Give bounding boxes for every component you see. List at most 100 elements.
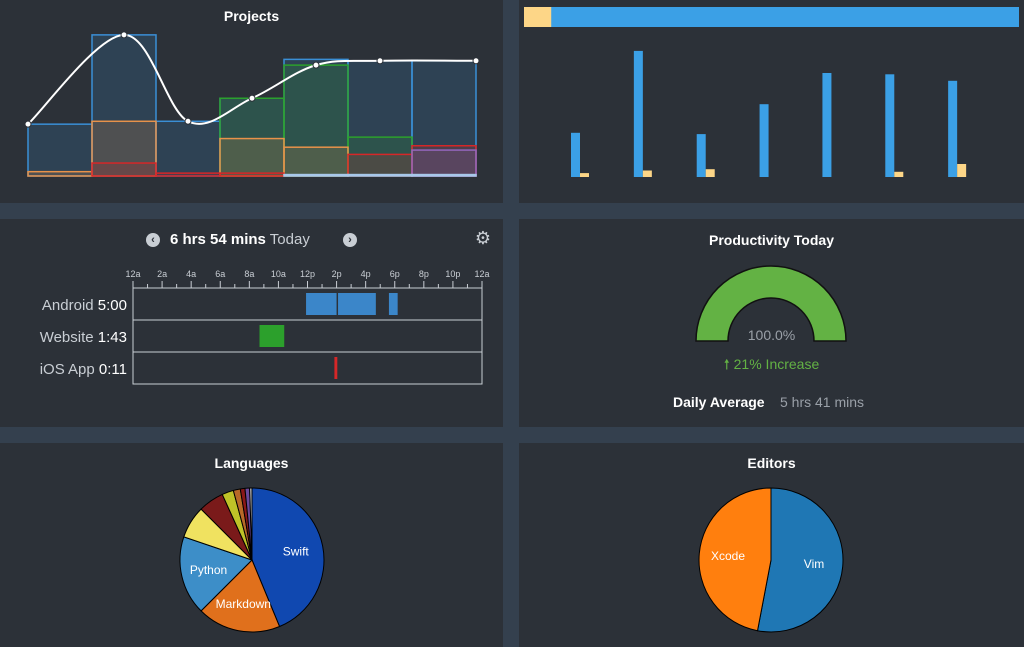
project-series [219,64,413,177]
total-point [24,120,32,128]
activity-bar [633,50,643,177]
activity-bar [957,164,967,177]
project-area-step [27,170,93,177]
timeline-panel: ‹ 6 hrs 54 mins Today › Android 5:00 Web… [0,219,503,427]
project-area-step [219,137,285,177]
project-area-step [91,162,157,177]
activity-span [334,357,338,379]
projects-title: Projects [223,8,280,24]
pie-slice [200,559,281,633]
hour-tick-label: 10a [271,269,286,279]
hour-tick-label: 4p [361,269,371,279]
time-day-label: Today [269,231,310,248]
change-text: 21% Increase [733,356,820,372]
hour-tick-label: 6p [390,269,400,279]
time-total: 6 hrs 54 mins Today [170,231,310,248]
hour-tick-label: 8p [419,269,429,279]
progress-bar-fill [524,7,552,27]
editors-pie: Vim Xcode [698,487,844,633]
activity-bar [885,74,895,177]
timeline-row-label: Android 5:00 [42,297,127,314]
activity-bar [571,132,580,177]
hour-tick-label: 4a [186,269,196,279]
activity-chart [524,7,1019,177]
project-name: Website [39,329,94,346]
gear-icon[interactable]: ⚙ [474,228,492,248]
daily-average-value: 5 hrs 41 mins [780,394,865,410]
project-area-step [155,172,221,177]
hour-tick-label: 12a [125,269,140,279]
gauge-fill [695,265,847,342]
project-area-step [411,60,477,177]
activity-span [259,325,285,347]
total-point [184,117,192,125]
activity-span [388,293,398,315]
pie-label: Xcode [711,549,745,563]
productivity-change: 🠕 21% Increase [519,354,1024,378]
activity-bar [822,73,832,177]
activity-bar [759,104,769,177]
activity-bar [696,134,706,177]
total-point [312,61,320,69]
total-point [376,57,384,65]
project-area-step [219,172,285,177]
editors-panel: Editors Vim Xcode [519,443,1024,647]
pie-label: Vim [804,557,824,571]
hour-tick-label: 12p [300,269,315,279]
hour-tick-label: 2a [157,269,167,279]
languages-pie: Swift Markdown Python [179,487,325,633]
hour-tick-label: 12a [474,269,489,279]
project-area-step [347,153,413,177]
chevron-left-icon[interactable]: ‹ [146,233,160,247]
timeline-chart: 12a 2a 4a 6a 8a 10a 12p 2p 4p 6p 8p 10p 12a [125,269,490,385]
project-area-step [155,120,221,177]
activity-span [306,293,337,315]
project-area-step [283,146,349,177]
project-duration: 5:00 [97,297,127,314]
project-area-step [347,173,413,177]
project-series [411,149,477,177]
project-name: Android [41,297,94,314]
languages-panel: Languages Swift Markdown Python [0,443,503,647]
pie-slice [698,487,772,632]
activity-bar [580,173,589,177]
productivity-title: Productivity Today [709,232,834,248]
pie-label: Markdown [216,597,271,611]
project-duration: 0:11 [98,361,127,378]
project-series [283,173,477,177]
pie-slice [179,536,253,612]
project-series [27,120,349,177]
project-area-step [283,64,349,177]
hour-tick-label: 10p [445,269,460,279]
daily-average-label: Daily Average [673,394,765,410]
project-area-step [27,123,93,177]
timeline-frame [132,287,483,385]
time-total-value: 6 hrs 54 mins [170,231,266,248]
project-name: iOS App [39,361,95,378]
total-point [472,57,480,65]
projects-panel: Projects [0,0,503,203]
project-duration: 1:43 [97,329,127,346]
progress-bar-track [524,7,1019,27]
pie-slice [251,487,325,628]
project-area-step [411,173,477,177]
activity-panel [519,0,1024,203]
project-series [27,34,477,177]
chevron-right-icon[interactable]: › [343,233,357,247]
productivity-panel: Productivity Today 100.0% 🠕 21% Increase… [519,219,1024,427]
activity-bar [894,171,904,177]
activity-bar [642,170,652,177]
hour-tick-label: 6a [215,269,225,279]
projects-chart [24,31,480,177]
timeline-row-label: iOS App 0:11 [40,361,127,378]
arrow-up-icon: 🠕 [723,356,730,372]
editors-title: Editors [747,455,796,471]
activity-bar [948,80,958,177]
timeline-row-label: Website 1:43 [40,329,127,346]
productivity-gauge [695,265,847,342]
hour-tick-label: 2p [332,269,342,279]
gauge-percent: 100.0% [747,327,796,343]
activity-bar [705,169,715,177]
pie-slice [249,487,253,561]
project-area-step [283,58,349,177]
